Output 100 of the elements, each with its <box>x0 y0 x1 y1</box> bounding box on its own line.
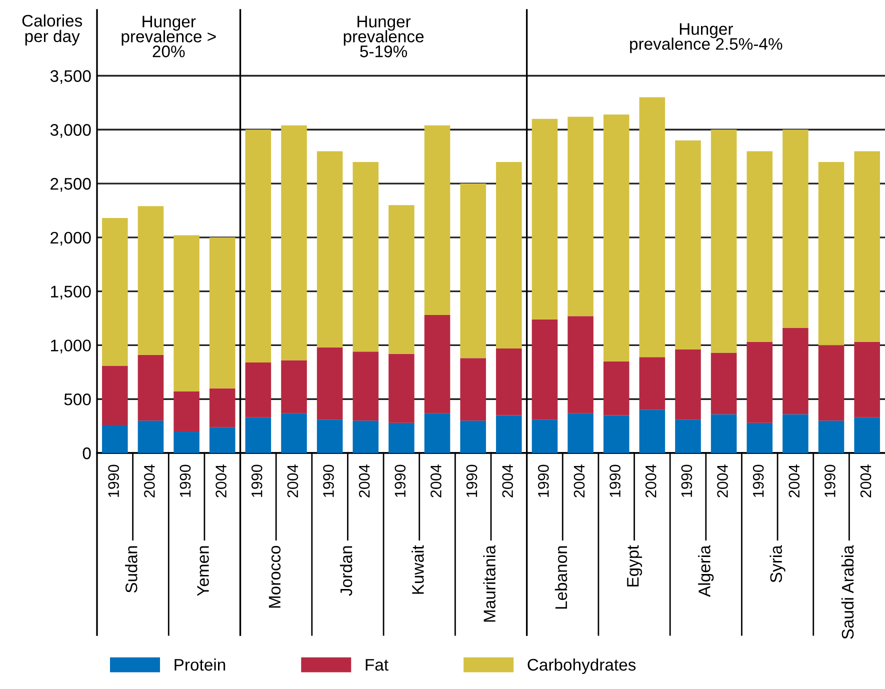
bar <box>746 422 773 453</box>
bar <box>818 345 844 421</box>
legend-label: Protein <box>174 658 226 671</box>
bar <box>209 388 236 428</box>
text: Syria <box>770 545 786 582</box>
text: Morocco <box>268 546 281 608</box>
bar <box>245 417 272 453</box>
bar <box>424 315 450 414</box>
x-tick-label: 1990 <box>180 464 191 497</box>
bar <box>316 151 343 348</box>
bar <box>352 162 379 352</box>
text: Jordan <box>340 546 352 596</box>
bar <box>138 420 164 453</box>
bar <box>102 366 128 425</box>
bar <box>388 422 414 453</box>
bar <box>568 116 594 316</box>
bar <box>782 130 808 328</box>
annotation: Hunger prevalence 5-19% <box>344 16 424 58</box>
x-tick-label: 2004 <box>287 464 298 498</box>
bar <box>281 125 307 360</box>
x-tick-label: 1990 <box>394 464 406 497</box>
bar <box>746 342 773 423</box>
bar <box>782 328 808 414</box>
text: Yemen <box>197 546 209 596</box>
bar <box>388 205 414 354</box>
bar <box>281 360 307 414</box>
x-tick-label: 1990 <box>466 464 478 497</box>
y-tick-label: 3,000 <box>50 124 91 138</box>
y-axis-title: Calories per day <box>22 14 82 46</box>
x-tick-label: 1990 <box>681 464 692 497</box>
x-tick-label: 2004 <box>645 464 656 498</box>
bar <box>603 361 630 416</box>
x-tick-label: 2004 <box>502 464 514 498</box>
bar <box>532 118 558 320</box>
bar <box>496 415 522 453</box>
bar <box>746 151 773 342</box>
bar <box>388 354 414 423</box>
bar <box>352 352 379 421</box>
bar <box>174 235 200 392</box>
bar <box>138 206 164 355</box>
x-tick-label: 1990 <box>610 464 620 497</box>
text: Lebanon <box>554 546 568 609</box>
bar <box>424 413 450 453</box>
bar <box>532 319 558 420</box>
legend-label: Fat <box>366 659 388 671</box>
x-tick-label: 2004 <box>144 464 155 498</box>
bar <box>460 184 486 358</box>
bar <box>316 420 343 453</box>
annotation: Hunger prevalence 2.5%-4% <box>630 23 782 54</box>
x-tick-label: 1990 <box>538 464 549 497</box>
bar <box>818 420 844 453</box>
text: Sudan <box>125 546 138 593</box>
bar <box>174 431 200 453</box>
bar <box>854 151 880 342</box>
bar <box>710 130 737 353</box>
y-tick-label: 2,500 <box>50 178 91 192</box>
y-tick-label: 1,500 <box>51 286 91 300</box>
x-tick-label: 1990 <box>752 464 764 497</box>
bar <box>603 415 630 453</box>
bar <box>568 316 594 414</box>
x-tick-label: 2004 <box>216 464 226 498</box>
bar <box>138 354 164 421</box>
x-tick-label: 2004 <box>788 464 800 498</box>
bar <box>818 162 844 346</box>
bar <box>532 420 558 453</box>
bar <box>460 420 486 453</box>
x-tick-label: 2004 <box>430 464 442 498</box>
x-tick-label: 1990 <box>824 464 836 497</box>
bar <box>245 130 272 362</box>
bar <box>675 420 701 453</box>
bar <box>603 114 630 362</box>
y-tick-label: 2,000 <box>50 232 91 246</box>
bar <box>639 97 666 358</box>
x-tick-label: 1990 <box>108 464 120 497</box>
text: Kuwait <box>412 545 424 594</box>
bar <box>102 218 128 366</box>
y-tick-label: 1,000 <box>51 340 91 354</box>
text: Algeria <box>698 545 714 597</box>
legend-label: Carbohydrates <box>528 658 636 674</box>
annotation: Hunger prevalence > 20% <box>122 16 216 58</box>
bar <box>245 362 272 418</box>
bar <box>710 414 737 453</box>
bar <box>316 347 343 420</box>
bar <box>639 357 666 410</box>
bar <box>710 352 737 414</box>
bar <box>854 342 880 418</box>
bar <box>675 350 701 420</box>
bar <box>568 413 594 453</box>
bar <box>424 125 450 316</box>
bar <box>281 413 307 453</box>
x-tick-label: 2004 <box>860 464 872 498</box>
bar <box>782 414 808 453</box>
x-tick-label: 1990 <box>251 464 262 497</box>
bar <box>174 392 200 432</box>
text: Saudi Arabia <box>841 545 854 639</box>
x-tick-label: 2004 <box>717 464 728 498</box>
bar <box>496 162 522 348</box>
text: Egypt <box>627 545 642 586</box>
bar <box>854 417 880 453</box>
y-tick-label: 0 <box>82 447 91 460</box>
